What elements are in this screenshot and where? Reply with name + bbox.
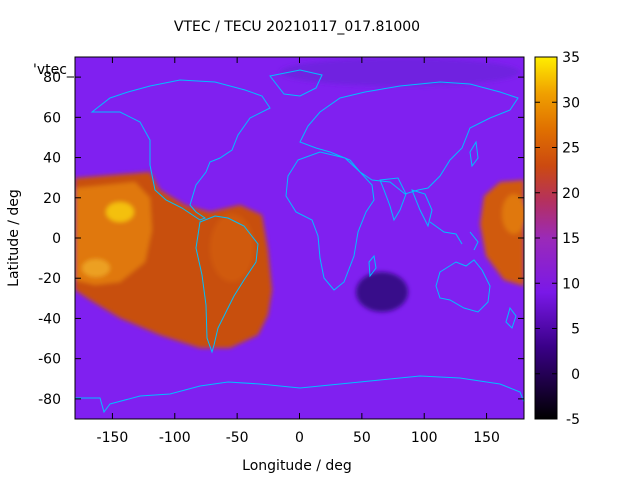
y-tick-label: -40 bbox=[38, 311, 61, 327]
colorbar-tick-label: 20 bbox=[562, 186, 580, 202]
coastline-new-zealand bbox=[505, 306, 517, 329]
north-asia-low bbox=[280, 58, 520, 86]
chart-title: VTEC / TECU 20210117_017.81000 bbox=[174, 19, 420, 35]
y-tick-label: 0 bbox=[52, 231, 61, 247]
x-tick-label: 150 bbox=[473, 430, 500, 446]
x-tick-label: 50 bbox=[353, 430, 371, 446]
coastline-north-america bbox=[90, 79, 271, 221]
colorbar-tick-label: 35 bbox=[562, 50, 580, 66]
y-tick-label: 20 bbox=[43, 191, 61, 207]
coastline-japan bbox=[469, 140, 479, 168]
vtec-field bbox=[75, 58, 524, 348]
coastline-india bbox=[379, 177, 407, 222]
coastline-europe-asia bbox=[299, 81, 519, 195]
y-tick-label: 60 bbox=[43, 110, 61, 126]
y-tick-label: -80 bbox=[38, 392, 61, 408]
coastline-greenland bbox=[269, 69, 323, 97]
coastline-southeast-asia bbox=[411, 189, 479, 251]
x-tick-label: -150 bbox=[97, 430, 129, 446]
colorbar-tick-label: 15 bbox=[562, 231, 580, 247]
pacific-max bbox=[106, 202, 134, 222]
colorbar-ticks: -5 0 5 10 15 20 25 30 35 bbox=[535, 50, 580, 428]
colorbar-tick-label: -5 bbox=[566, 412, 580, 428]
coastlines bbox=[75, 69, 524, 414]
y-tick-label: -60 bbox=[38, 352, 61, 368]
coastline-madagascar bbox=[368, 254, 377, 278]
plot-area bbox=[75, 57, 524, 419]
x-axis-ticks: -150 -100 -50 0 50 100 150 bbox=[97, 57, 500, 446]
x-tick-label: -50 bbox=[226, 430, 249, 446]
colorbar-tick-label: 25 bbox=[562, 141, 580, 157]
colorbar-tick-label: 30 bbox=[562, 95, 580, 111]
indian-ocean-min bbox=[356, 272, 408, 312]
south-pacific-max bbox=[82, 259, 110, 277]
y-axis-label: Latitude / deg bbox=[6, 189, 22, 287]
colorbar-tick-label: 0 bbox=[571, 367, 580, 383]
legend-key-label: 'vtec_ bbox=[33, 62, 75, 78]
east-pacific-core bbox=[502, 194, 524, 234]
coastline-antarctica bbox=[75, 375, 524, 414]
colorbar-tick-label: 10 bbox=[562, 276, 580, 292]
y-axis-ticks: -80 -60 -40 -20 0 20 40 60 80 bbox=[38, 70, 524, 408]
x-tick-label: -100 bbox=[159, 430, 191, 446]
y-tick-label: -20 bbox=[38, 271, 61, 287]
colorbar-tick-label: 5 bbox=[571, 322, 580, 338]
coastline-australia bbox=[435, 259, 491, 313]
x-tick-label: 100 bbox=[411, 430, 438, 446]
y-tick-label: 80 bbox=[43, 70, 61, 86]
y-tick-label: 40 bbox=[43, 151, 61, 167]
x-axis-label: Longitude / deg bbox=[242, 458, 352, 474]
south-america-max bbox=[210, 214, 254, 282]
coastline-south-america bbox=[195, 215, 259, 354]
coastline-africa bbox=[285, 151, 375, 291]
x-tick-label: 0 bbox=[295, 430, 304, 446]
